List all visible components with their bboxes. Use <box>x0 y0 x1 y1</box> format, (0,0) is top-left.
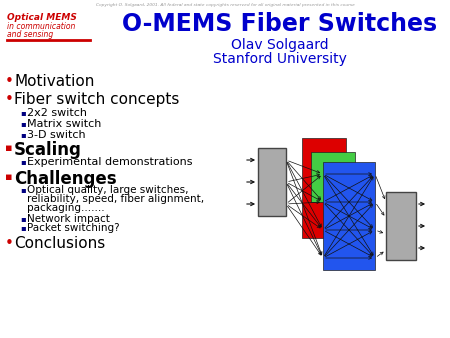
Bar <box>302 138 346 238</box>
Text: 2x2 switch: 2x2 switch <box>27 108 87 118</box>
Text: reliability, speed, fiber alignment,: reliability, speed, fiber alignment, <box>27 194 204 204</box>
Text: Fiber switch concepts: Fiber switch concepts <box>14 92 180 107</box>
Bar <box>311 152 355 202</box>
Text: Matrix switch: Matrix switch <box>27 119 101 129</box>
Text: Stanford University: Stanford University <box>213 52 347 66</box>
Text: Motivation: Motivation <box>14 74 94 89</box>
Text: Network impact: Network impact <box>27 214 110 224</box>
Text: Challenges: Challenges <box>14 170 117 188</box>
Text: Conclusions: Conclusions <box>14 236 105 251</box>
Text: •: • <box>5 92 14 107</box>
Text: •: • <box>5 236 14 251</box>
Bar <box>323 162 375 270</box>
Text: ▪: ▪ <box>20 157 26 166</box>
Text: Optical MEMS: Optical MEMS <box>7 13 77 22</box>
Text: Optical quality, large switches,: Optical quality, large switches, <box>27 185 189 195</box>
Text: Experimental demonstrations: Experimental demonstrations <box>27 157 193 167</box>
Text: in communication: in communication <box>7 22 76 31</box>
Text: ▪: ▪ <box>20 214 26 223</box>
Text: packaging.......: packaging....... <box>27 203 104 213</box>
Bar <box>258 148 286 216</box>
Text: 3-D switch: 3-D switch <box>27 130 86 140</box>
Text: Copyright O. Solgaard, 2001. All federal and state copyrights reserved for all o: Copyright O. Solgaard, 2001. All federal… <box>95 3 355 7</box>
Text: ▪: ▪ <box>20 119 26 128</box>
Bar <box>386 192 416 260</box>
Text: ▪: ▪ <box>20 185 26 194</box>
Text: Olav Solgaard: Olav Solgaard <box>231 38 329 52</box>
Text: Packet switching?: Packet switching? <box>27 223 120 233</box>
Text: O-MEMS Fiber Switches: O-MEMS Fiber Switches <box>122 12 437 36</box>
Text: ▪: ▪ <box>5 143 13 153</box>
Text: ▪: ▪ <box>5 172 13 182</box>
Text: ▪: ▪ <box>20 223 26 232</box>
Text: Scaling: Scaling <box>14 141 82 159</box>
Text: and sensing: and sensing <box>7 30 53 39</box>
Text: •: • <box>5 74 14 89</box>
Text: ▪: ▪ <box>20 108 26 117</box>
Text: ▪: ▪ <box>20 130 26 139</box>
